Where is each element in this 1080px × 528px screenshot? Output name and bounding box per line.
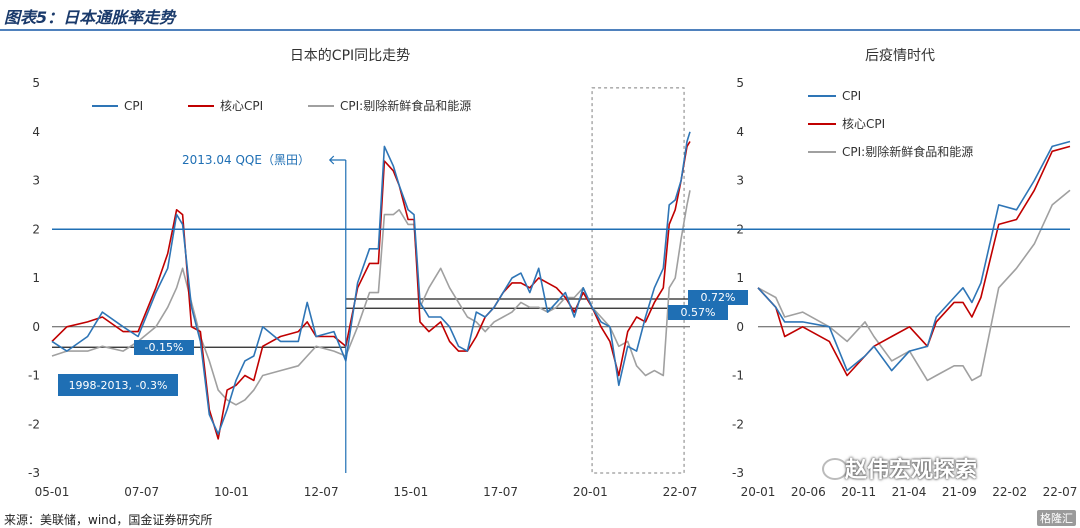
legend-label-cpi: CPI xyxy=(124,99,143,113)
right-series-group xyxy=(757,140,1071,382)
y-tick-label: 3 xyxy=(32,174,40,188)
right-x-axis: 20-01 20-06 20-11 21-04 21-09 22-02 22-07 xyxy=(741,485,1078,499)
x-tick-label: 20-01 xyxy=(573,485,608,499)
y-tick-label: -1 xyxy=(732,369,744,383)
legend-label-core: 核心CPI xyxy=(220,99,263,113)
title-rule xyxy=(0,29,1080,31)
left-chart-title: 日本的CPI同比走势 xyxy=(290,48,410,64)
qqe-arrow xyxy=(328,155,346,165)
x-tick-label: 12-07 xyxy=(304,485,339,499)
qqe-label: 2013.04 QQE（黑田） xyxy=(182,153,310,167)
left-series-group xyxy=(51,131,691,440)
x-tick-label: 21-04 xyxy=(892,485,927,499)
series-line xyxy=(51,131,691,435)
x-tick-label: 21-09 xyxy=(942,485,977,499)
x-tick-label: 15-01 xyxy=(393,485,428,499)
legend-label-core-right: 核心CPI xyxy=(842,117,885,131)
y-tick-label: 1 xyxy=(32,271,40,285)
left-y-axis: 5 4 3 2 1 0 -1 -2 -3 xyxy=(28,76,40,480)
x-tick-label: 20-11 xyxy=(841,485,876,499)
series-line xyxy=(51,141,691,440)
highlight-box xyxy=(591,87,685,474)
left-x-axis: 05-01 07-07 10-01 12-07 15-01 17-07 20-01 22-07 xyxy=(35,485,698,499)
watermark: 赵伟宏观探索 xyxy=(845,458,978,483)
x-tick-label: 07-07 xyxy=(124,485,159,499)
mean-before-badge xyxy=(134,340,194,355)
x-tick-label: 22-02 xyxy=(992,485,1027,499)
left-chart: 日本的CPI同比走势 5 4 3 2 1 0 -1 -2 -3 05-01 07-07 10-01 1… xyxy=(28,48,748,499)
y-tick-label: 5 xyxy=(736,76,744,90)
series-line xyxy=(757,189,1071,382)
mean-after-badge-2 xyxy=(668,305,728,320)
y-tick-label: 4 xyxy=(736,125,744,139)
y-tick-label: -1 xyxy=(28,369,40,383)
y-tick-label: -2 xyxy=(732,417,744,431)
x-tick-label: 20-01 xyxy=(741,485,776,499)
x-tick-label: 22-07 xyxy=(663,485,698,499)
x-tick-label: 20-06 xyxy=(791,485,826,499)
y-tick-label: 0 xyxy=(736,320,744,334)
legend-label-exfood-right: CPI:剔除新鲜食品和能源 xyxy=(842,144,973,159)
mean-before-value: -0.15% xyxy=(145,341,184,354)
source-note: 来源：美联储，wind，国金证券研究所 xyxy=(4,513,213,527)
figure-title: 图表5：日本通胀率走势 xyxy=(4,8,176,27)
corner-badge: 格隆汇 xyxy=(1037,510,1076,526)
legend-label-cpi-right: CPI xyxy=(842,89,861,103)
mean-after-value-1: 0.72% xyxy=(701,291,736,304)
y-tick-label: -2 xyxy=(28,417,40,431)
legend-right: CPI 核心CPI CPI:剔除新鲜食品和能源 xyxy=(808,89,973,159)
mean-before-label-box xyxy=(58,374,178,396)
series-line xyxy=(757,140,1071,372)
y-tick-label: 5 xyxy=(32,76,40,90)
mean-after-value-2: 0.57% xyxy=(681,306,716,319)
series-line xyxy=(51,190,691,406)
x-tick-label: 22-07 xyxy=(1043,485,1078,499)
y-tick-label: -3 xyxy=(28,466,40,480)
x-tick-label: 17-07 xyxy=(483,485,518,499)
legend-left: CPI 核心CPI CPI:剔除新鲜食品和能源 xyxy=(92,98,471,113)
y-tick-label: 4 xyxy=(32,125,40,139)
x-tick-label: 05-01 xyxy=(35,485,70,499)
y-tick-label: 2 xyxy=(32,222,40,236)
mean-after-badge-1 xyxy=(688,290,748,305)
mean-before-label: 1998-2013, -0.3% xyxy=(69,379,168,392)
y-tick-label: -3 xyxy=(732,466,744,480)
series-line xyxy=(757,145,1071,377)
y-tick-label: 3 xyxy=(736,174,744,188)
x-tick-label: 10-01 xyxy=(214,485,249,499)
legend-label-exfood: CPI:剔除新鲜食品和能源 xyxy=(340,98,471,113)
y-tick-label: 1 xyxy=(736,271,744,285)
y-tick-label: 0 xyxy=(32,320,40,334)
right-chart-title: 后疫情时代 xyxy=(865,48,935,64)
wechat-icon xyxy=(822,458,848,480)
